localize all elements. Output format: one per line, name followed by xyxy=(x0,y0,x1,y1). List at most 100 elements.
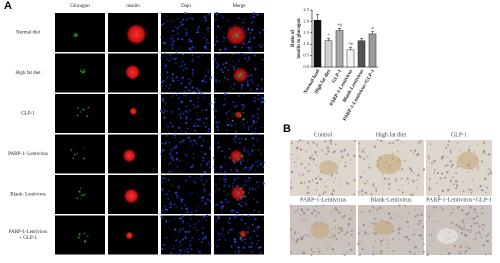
ihc-cell xyxy=(334,207,337,210)
nucleus xyxy=(207,12,211,16)
nucleus xyxy=(249,31,252,34)
nucleus xyxy=(180,101,184,104)
ihc-cell xyxy=(392,238,395,241)
nucleus xyxy=(214,78,218,81)
ihc-cell xyxy=(361,190,364,193)
nucleus xyxy=(255,88,259,91)
nucleus xyxy=(182,61,184,63)
nucleus xyxy=(205,180,208,182)
ihc-cell xyxy=(398,189,401,191)
ihc-cell xyxy=(400,141,403,143)
nucleus xyxy=(257,240,259,242)
nucleus xyxy=(166,110,169,113)
nucleus xyxy=(232,88,235,90)
nucleus xyxy=(172,46,174,49)
nucleus xyxy=(256,13,259,16)
ihc-cell xyxy=(485,153,487,155)
ihc-cell xyxy=(327,150,330,153)
nucleus xyxy=(177,107,180,111)
ihc-cell xyxy=(315,164,318,166)
ihc-cell xyxy=(482,228,484,231)
nucleus xyxy=(202,121,205,124)
nucleus xyxy=(177,246,179,248)
ihc-cell xyxy=(312,141,315,144)
nucleus xyxy=(181,222,184,225)
ihc-cell xyxy=(312,157,316,161)
ihc-cell xyxy=(430,233,433,236)
ihc-cell xyxy=(487,164,489,166)
nucleus xyxy=(251,137,254,140)
nucleus xyxy=(257,225,260,229)
ihc-cell xyxy=(295,240,298,243)
ihc-cell xyxy=(380,139,383,142)
ihc-cell xyxy=(321,149,323,152)
ihc-cell xyxy=(490,171,492,174)
ihc-cell xyxy=(300,207,303,210)
ihc-image xyxy=(289,139,357,197)
nucleus xyxy=(184,139,186,141)
ihc-cell xyxy=(452,208,455,211)
ihc-cell xyxy=(446,248,448,250)
nucleus xyxy=(216,15,218,17)
ihc-cell xyxy=(357,142,360,145)
ihc-cell xyxy=(315,181,319,185)
ihc-cell xyxy=(392,250,394,252)
ihc-cell xyxy=(303,182,306,184)
nucleus xyxy=(191,54,194,57)
nucleus xyxy=(165,180,168,182)
nucleus xyxy=(190,140,192,143)
ihc-cell xyxy=(391,152,394,155)
glucagon-signal xyxy=(236,198,240,202)
ihc-cell xyxy=(422,250,426,254)
ihc-cell xyxy=(396,214,399,217)
ihc-cell xyxy=(387,212,391,215)
nucleus xyxy=(165,134,168,137)
ihc-cell xyxy=(451,163,454,166)
ihc-cell xyxy=(441,189,445,193)
nucleus xyxy=(215,203,218,206)
ihc-cell xyxy=(459,253,462,255)
ihc-cell xyxy=(308,180,311,183)
glucagon-signal xyxy=(246,230,249,233)
ihc-cell xyxy=(374,217,377,220)
nucleus xyxy=(262,165,264,167)
ihc-cell xyxy=(476,188,478,190)
ihc-cell xyxy=(296,238,299,241)
micrograph-bg xyxy=(55,94,105,133)
ihc-cell xyxy=(469,217,472,219)
nucleus xyxy=(206,164,208,167)
glucagon-signal xyxy=(77,235,81,240)
nucleus xyxy=(189,218,192,220)
nucleus xyxy=(202,156,205,159)
ihc-cell xyxy=(335,209,339,212)
ihc-cell xyxy=(408,213,410,215)
nucleus xyxy=(217,146,219,149)
ihc-cell xyxy=(359,176,363,179)
nucleus xyxy=(237,59,240,62)
ihc-cell xyxy=(332,189,335,192)
ihc-cell xyxy=(479,243,481,245)
nucleus xyxy=(197,89,200,92)
nucleus xyxy=(247,125,250,128)
ihc-cell xyxy=(310,253,313,256)
ihc-cell xyxy=(471,168,474,171)
error-bar xyxy=(327,38,330,41)
nucleus xyxy=(196,193,198,195)
micrograph xyxy=(160,92,212,134)
nucleus xyxy=(180,28,182,30)
glucagon-signal xyxy=(235,35,239,39)
nucleus xyxy=(204,74,207,78)
nucleus xyxy=(184,11,187,15)
nucleus xyxy=(166,71,169,74)
nucleus xyxy=(171,110,174,114)
ihc-cell xyxy=(338,227,341,230)
nucleus xyxy=(219,238,221,241)
nucleus xyxy=(217,245,219,247)
ihc-cell xyxy=(361,150,364,153)
ihc-cell xyxy=(300,209,304,212)
ihc-cell xyxy=(456,223,458,225)
nucleus xyxy=(176,18,179,20)
ihc-cell xyxy=(301,252,304,255)
ihc-cell xyxy=(455,172,458,175)
ihc-cell xyxy=(427,155,430,157)
